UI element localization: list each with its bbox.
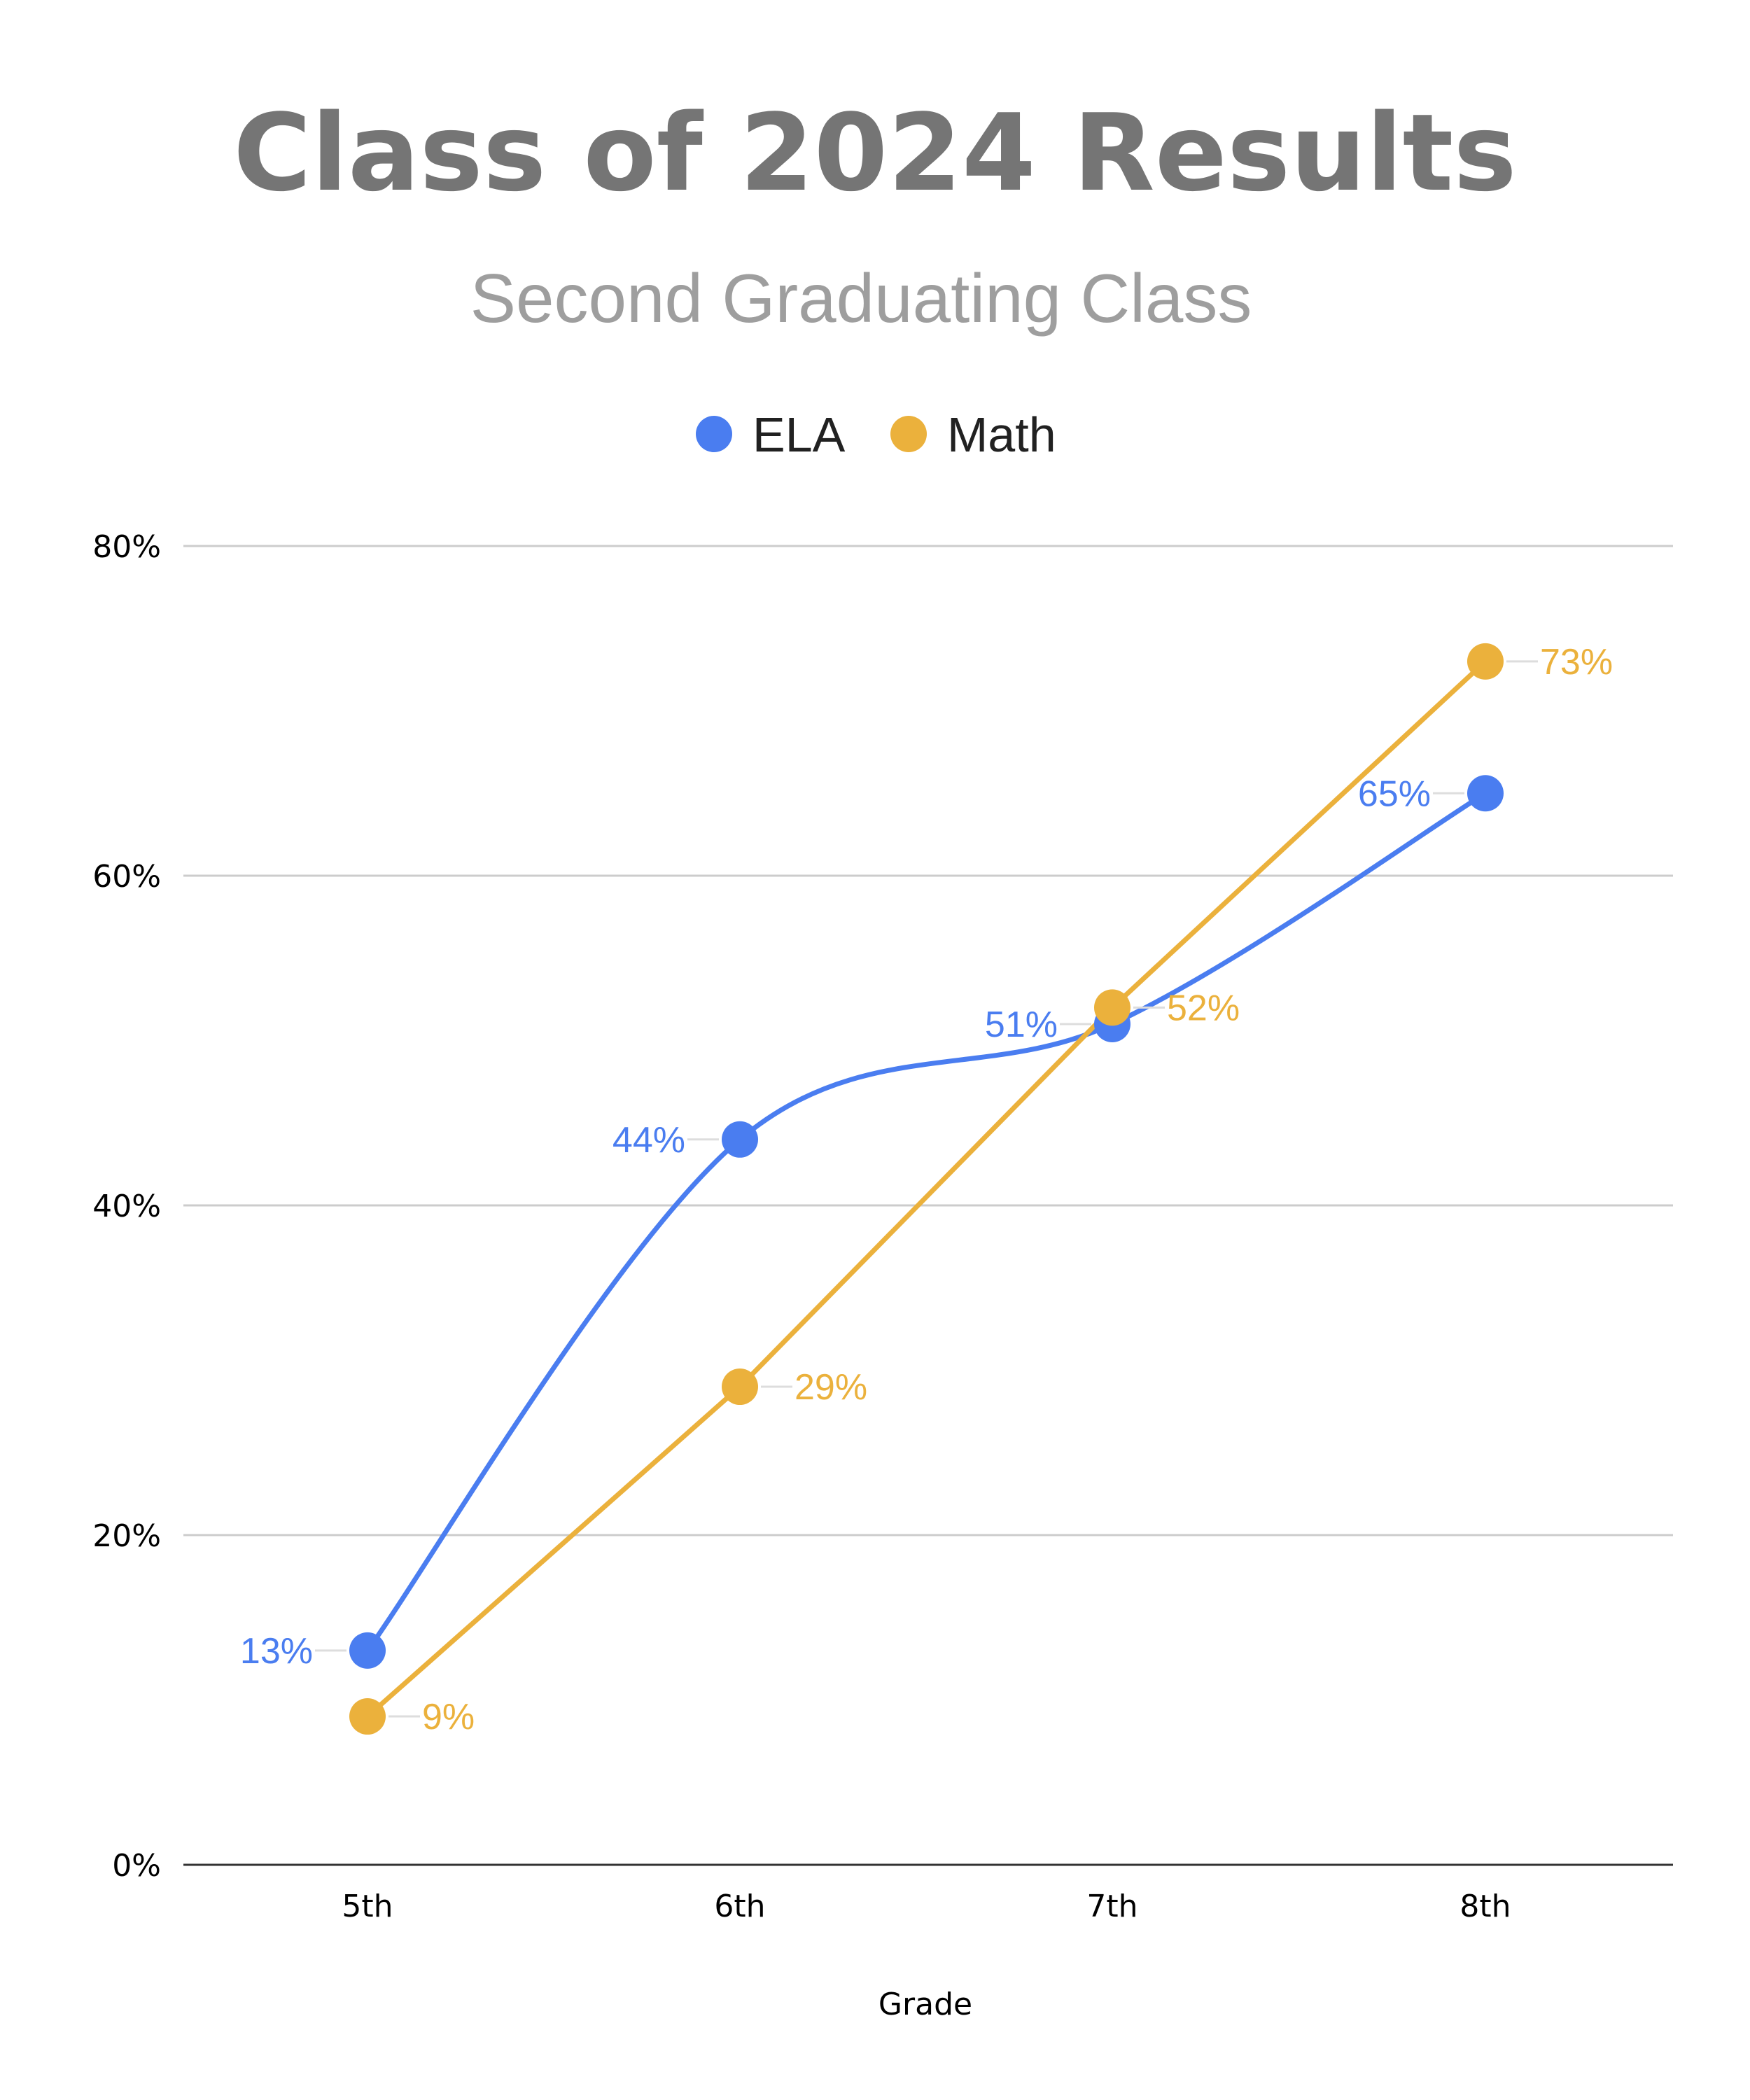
data-label-ela: 65% <box>1358 774 1431 814</box>
y-tick-label: 0% <box>112 1848 161 1884</box>
data-label-leaders <box>315 660 1538 1718</box>
data-label-math: 29% <box>794 1367 867 1408</box>
y-tick-label: 20% <box>92 1518 161 1554</box>
x-axis-ticks: 5th 6th 7th 8th <box>342 1889 1511 1924</box>
data-label-ela: 44% <box>612 1120 685 1161</box>
series-line-ela <box>365 790 1488 1653</box>
legend-label: Math <box>947 407 1056 462</box>
data-point-ela <box>722 1121 758 1158</box>
data-label-math: 9% <box>422 1697 475 1737</box>
x-axis-title: Grade <box>878 1987 972 2022</box>
data-labels: 13% 44% 51% 65% 9% 29% 52% 73% <box>240 642 1613 1737</box>
legend-marker <box>890 416 927 452</box>
data-point-ela <box>1467 775 1504 812</box>
y-tick-label: 80% <box>92 529 161 565</box>
y-axis-ticks: 0% 20% 40% 60% 80% <box>92 529 161 1884</box>
x-tick-label: 7th <box>1086 1889 1138 1924</box>
legend-marker <box>696 416 732 452</box>
legend-label: ELA <box>752 407 846 462</box>
data-point-ela <box>349 1632 386 1669</box>
data-point-math <box>349 1698 386 1735</box>
x-tick-label: 5th <box>342 1889 393 1924</box>
chart-subtitle: Second Graduating Class <box>470 260 1252 337</box>
data-label-math: 73% <box>1540 642 1613 682</box>
data-label-ela: 51% <box>985 1004 1058 1045</box>
data-point-math <box>1094 989 1130 1026</box>
x-tick-label: 8th <box>1460 1889 1511 1924</box>
data-point-math <box>722 1368 758 1406</box>
gridlines <box>183 545 1673 1536</box>
data-label-ela: 13% <box>240 1631 313 1672</box>
y-tick-label: 60% <box>92 859 161 895</box>
y-tick-label: 40% <box>92 1189 161 1224</box>
series-line-math <box>365 659 1488 1719</box>
data-points <box>349 643 1504 1735</box>
data-point-math <box>1467 643 1504 680</box>
series-lines <box>365 659 1488 1719</box>
chart-title: Class of 2024 Results <box>233 91 1517 215</box>
data-label-math: 52% <box>1167 988 1240 1028</box>
legend: ELA Math <box>696 407 1056 462</box>
x-tick-label: 6th <box>714 1889 765 1924</box>
